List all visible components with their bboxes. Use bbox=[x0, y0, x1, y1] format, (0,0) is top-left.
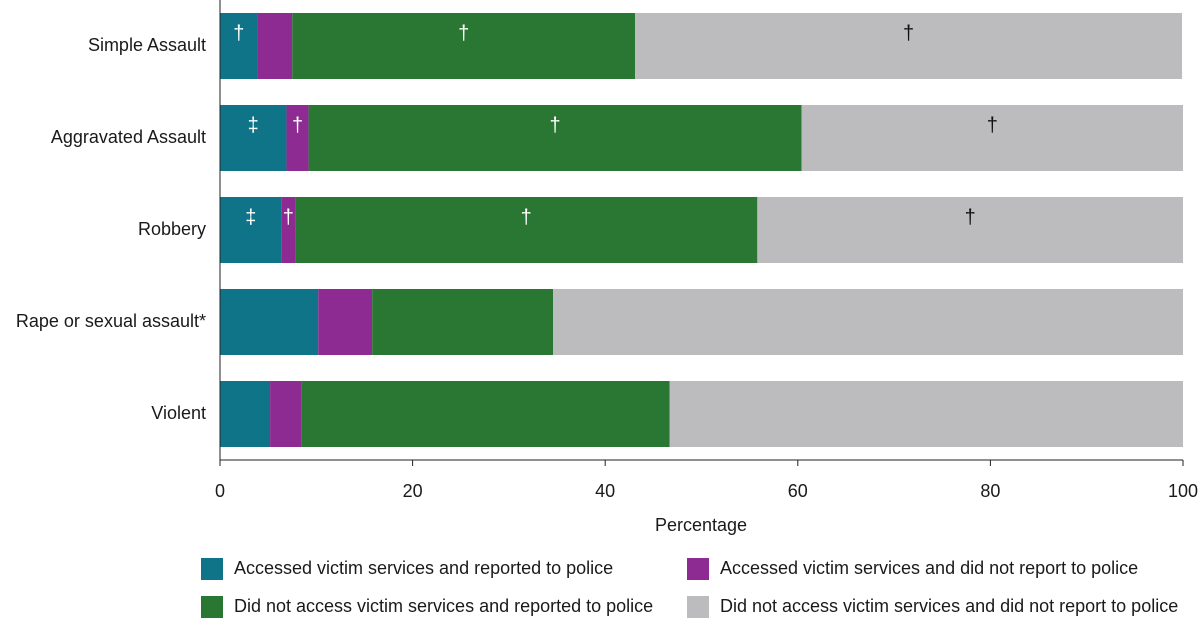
bar-segment bbox=[220, 197, 282, 263]
bar-segment bbox=[257, 13, 293, 79]
significance-marker: † bbox=[987, 114, 998, 136]
y-tick-label: Robbery bbox=[138, 219, 206, 239]
x-tick-label: 40 bbox=[595, 481, 615, 501]
x-axis-label: Percentage bbox=[655, 515, 747, 535]
x-tick-label: 80 bbox=[980, 481, 1000, 501]
bar-segment bbox=[220, 13, 258, 79]
legend-swatch bbox=[687, 558, 709, 580]
legend-label: Accessed victim services and reported to… bbox=[234, 558, 613, 578]
x-tick-label: 100 bbox=[1168, 481, 1198, 501]
significance-marker: † bbox=[550, 114, 561, 136]
significance-marker: † bbox=[903, 22, 914, 44]
bar-segment bbox=[270, 381, 302, 447]
legend-swatch bbox=[201, 558, 223, 580]
legend-swatch bbox=[687, 596, 709, 618]
legend-swatch bbox=[201, 596, 223, 618]
bar-segment bbox=[292, 13, 636, 79]
bar-segment bbox=[318, 289, 373, 355]
y-tick-label: Violent bbox=[151, 403, 206, 423]
bar-segment bbox=[281, 197, 296, 263]
legend-label: Accessed victim services and did not rep… bbox=[720, 558, 1138, 578]
significance-marker: † bbox=[458, 22, 469, 44]
legend-label: Did not access victim services and repor… bbox=[234, 596, 653, 616]
y-tick-label: Rape or sexual assault* bbox=[16, 311, 206, 331]
bar-segment bbox=[308, 105, 802, 171]
bar-segment bbox=[220, 289, 319, 355]
bar-segment bbox=[301, 381, 670, 447]
significance-marker: † bbox=[965, 206, 976, 228]
bar-segment bbox=[220, 105, 287, 171]
significance-marker: † bbox=[233, 22, 244, 44]
x-tick-label: 20 bbox=[403, 481, 423, 501]
bar-segment bbox=[295, 197, 758, 263]
significance-marker: ‡ bbox=[248, 114, 259, 136]
bar-segment bbox=[286, 105, 309, 171]
significance-marker: † bbox=[521, 206, 532, 228]
bar-segment bbox=[220, 381, 271, 447]
bar-segment bbox=[635, 13, 1183, 79]
bar-segment bbox=[669, 381, 1183, 447]
significance-marker: ‡ bbox=[245, 206, 256, 228]
bar-segment bbox=[553, 289, 1183, 355]
significance-marker: † bbox=[292, 114, 303, 136]
legend-label: Did not access victim services and did n… bbox=[720, 596, 1178, 616]
bar-segment bbox=[801, 105, 1183, 171]
x-tick-label: 0 bbox=[215, 481, 225, 501]
bar-segment bbox=[372, 289, 554, 355]
x-tick-label: 60 bbox=[788, 481, 808, 501]
y-tick-label: Aggravated Assault bbox=[51, 127, 206, 147]
y-tick-label: Simple Assault bbox=[88, 35, 206, 55]
significance-marker: † bbox=[283, 206, 294, 228]
bar-segment bbox=[757, 197, 1183, 263]
